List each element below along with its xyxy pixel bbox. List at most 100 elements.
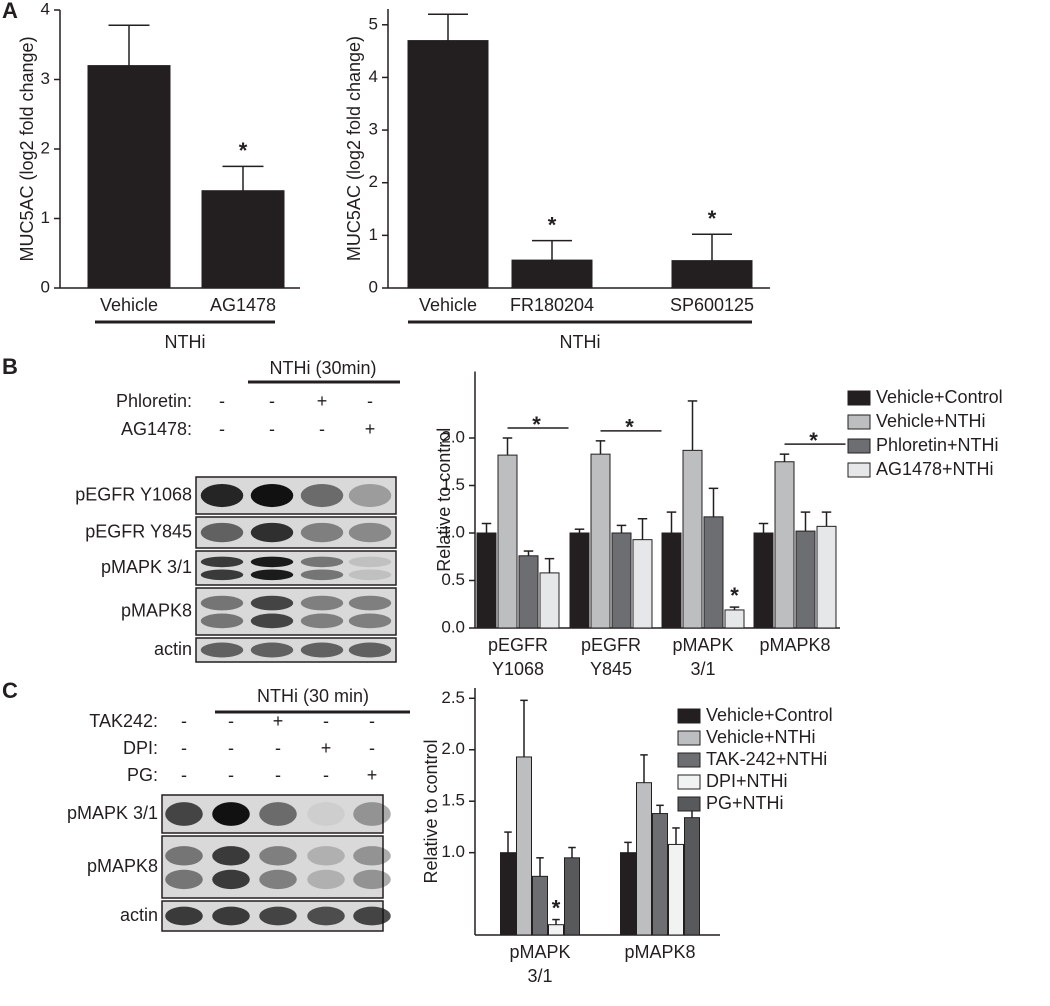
x-tick-label: AG1478 [210,295,276,315]
blot-band [348,595,392,611]
bar [500,852,516,936]
blot-band [300,595,344,611]
blot-band [300,642,344,658]
x-tick-label: Vehicle [100,295,158,315]
bar [684,817,700,936]
band-label: pMAPK8 [121,600,192,620]
y-axis-label: Relative to control [434,428,454,572]
treatment-mark: - [275,765,281,785]
y-axis-label: MUC5AC (log2 fold change) [17,36,37,261]
y-tick-label: 1 [41,208,50,227]
blot-band [200,556,244,568]
treatment-mark: + [365,419,376,439]
bar [548,924,564,936]
blot-header: NTHi (30 min) [257,686,369,706]
bar [703,516,724,629]
panel-letter: C [2,678,18,703]
y-axis-label: Relative to control [421,739,441,883]
significance-star: * [730,583,739,608]
y-tick-label: 5 [369,14,378,33]
legend-label: Vehicle+Control [876,387,1003,407]
legend-label: Phloretin+NTHi [876,435,999,455]
legend-swatch [677,708,701,724]
x-tick-label: pMAPK 3/1 [672,635,733,679]
panel-letter: B [2,354,18,379]
band-label: pMAPK 3/1 [101,557,192,577]
legend-swatch [847,438,871,454]
x-tick-label: pMAPK 3/1 [509,942,570,986]
blot-band [250,483,294,508]
treatment-label: Phloretin: [116,391,192,411]
bar [611,532,632,629]
significance-star: * [708,206,717,231]
bar [539,572,560,629]
significance-star: * [809,428,818,453]
legend-swatch [677,730,701,746]
bar [753,532,774,629]
y-axis-label: MUC5AC (log2 fold change) [344,36,364,261]
bar [201,190,285,289]
treatment-mark: - [323,765,329,785]
y-tick-label: 1.5 [441,475,465,494]
bar [652,813,668,936]
blot-band [307,869,345,890]
y-tick-label: 1.5 [441,791,465,810]
significance-star: * [239,138,248,163]
y-tick-label: 2.0 [441,427,465,446]
x-tick-label: pMAPK8 [759,635,830,655]
bar [668,843,684,936]
treatment-mark: - [181,738,187,758]
blot-band [212,869,250,890]
treatment-mark: - [228,711,234,731]
blot-band [165,906,203,926]
treatment-mark: - [369,738,375,758]
blot-band [300,569,344,581]
x-tick-label: pEGFR Y1068 [488,635,548,679]
legend-swatch [847,414,871,430]
blot-band [212,906,250,926]
bar [569,532,590,629]
blot-band [165,846,203,866]
blot-band [250,595,294,611]
treatment-mark: - [228,765,234,785]
treatment-mark: - [319,419,325,439]
blot-band [300,556,344,568]
bar [516,756,532,936]
treatment-mark: + [321,738,332,758]
treatment-label: PG: [127,765,158,785]
blot-band [348,556,392,568]
bar [724,609,745,629]
blot-band [300,613,344,629]
bar [620,852,636,936]
band-label: pMAPK 3/1 [67,803,158,823]
blot-band [307,846,345,866]
y-tick-label: 4 [41,0,50,18]
band-label: actin [154,639,192,659]
significance-star: * [625,415,634,440]
legend-label: Vehicle+NTHi [876,411,986,431]
treatment-mark: - [367,391,373,411]
y-tick-label: 4 [369,67,378,86]
legend-swatch [677,796,701,812]
blot-band [165,802,203,826]
blot-band [353,906,391,926]
y-tick-label: 2 [41,138,50,157]
significance-star: * [552,895,561,920]
blot-band [250,613,294,629]
blot-band [200,642,244,658]
blot-band [250,642,294,658]
blot-band [353,846,391,866]
y-tick-label: 2.5 [441,688,465,707]
y-tick-label: 2.0 [441,739,465,758]
blot-band [353,869,391,890]
legend-swatch [677,774,701,790]
blot-band [200,569,244,581]
blot-band [348,522,392,543]
legend-swatch [847,390,871,406]
bar [774,461,795,629]
blot-band [300,483,344,508]
blot-band [165,869,203,890]
legend-swatch [677,752,701,768]
y-tick-label: 3 [369,120,378,139]
x-tick-label: pEGFR Y845 [581,635,641,679]
